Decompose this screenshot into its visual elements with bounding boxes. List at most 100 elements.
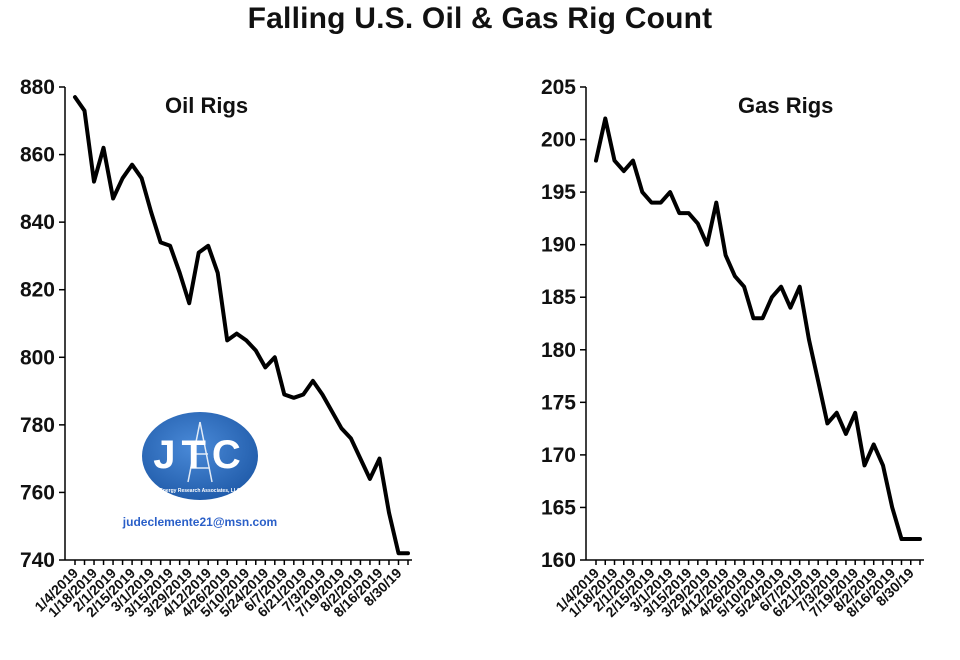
- gas-y-tick-label: 170: [541, 444, 576, 467]
- gas-data-point: [705, 243, 709, 247]
- gas-data-point: [622, 169, 626, 173]
- oil-data-point: [168, 244, 172, 248]
- gas-data-point: [761, 316, 765, 320]
- gas-y-tick-label: 175: [541, 391, 576, 414]
- oil-data-point: [197, 251, 201, 255]
- oil-data-point: [178, 271, 182, 275]
- oil-panel-label: Oil Rigs: [165, 93, 248, 118]
- jtc-logo: JTC Energy Research Associates, LLC jude…: [105, 408, 295, 529]
- oil-data-point: [349, 436, 353, 440]
- oil-data-point: [235, 332, 239, 336]
- oil-data-point: [140, 176, 144, 180]
- gas-data-point: [594, 159, 598, 163]
- gas-y-tick-label: 160: [541, 549, 576, 572]
- oil-data-point: [397, 551, 400, 555]
- oil-data-point: [358, 457, 362, 461]
- page-title: Falling U.S. Oil & Gas Rig Count: [247, 2, 713, 35]
- oil-data-point: [387, 511, 391, 515]
- oil-data-point: [339, 426, 343, 430]
- oil-y-tick-label: 820: [20, 279, 55, 302]
- oil-data-point: [320, 393, 324, 396]
- oil-y-tick-label: 800: [20, 346, 55, 369]
- gas-data-point: [788, 306, 792, 310]
- oil-y-tick-label: 760: [20, 481, 55, 504]
- logo-email: judeclemente21@msn.com: [122, 515, 278, 529]
- gas-data-point: [798, 285, 802, 289]
- gas-data-point: [844, 432, 848, 436]
- oil-data-point: [273, 355, 277, 359]
- gas-data-point: [742, 285, 746, 289]
- oil-data-point: [149, 210, 153, 214]
- oil-data-point: [330, 409, 334, 413]
- gas-data-point: [733, 274, 737, 278]
- logo-initials: JTC: [153, 433, 247, 477]
- oil-data-point: [187, 301, 191, 305]
- gas-y-tick-label: 185: [541, 286, 576, 309]
- oil-data-point: [159, 240, 163, 244]
- gas-data-point: [918, 537, 922, 541]
- gas-data-point: [770, 295, 774, 299]
- oil-data-point: [263, 365, 267, 369]
- gas-data-point: [807, 337, 811, 341]
- oil-data-point: [225, 338, 229, 342]
- oil-y-tick-label: 860: [20, 144, 55, 167]
- gas-data-point: [816, 379, 820, 383]
- gas-data-point: [825, 421, 829, 425]
- gas-panel-label: Gas Rigs: [738, 93, 833, 118]
- oil-data-point: [378, 457, 381, 461]
- oil-rigs-series-line: [73, 95, 410, 556]
- oil-y-tick-label: 880: [20, 76, 55, 99]
- oil-data-point: [83, 109, 86, 113]
- oil-y-tick-label: 740: [20, 549, 55, 572]
- gas-data-point: [603, 117, 607, 120]
- gas-data-point: [881, 463, 885, 467]
- oil-data-point: [102, 146, 105, 150]
- gas-data-point: [872, 442, 876, 446]
- gas-data-point: [687, 211, 691, 215]
- gas-rigs-panel: 1601651701751801851901952002051/4/20191/…: [541, 76, 924, 620]
- oil-y-tick-label: 780: [20, 414, 55, 437]
- gas-data-point: [751, 316, 755, 320]
- oil-data-point: [206, 244, 210, 248]
- gas-data-point: [853, 411, 857, 415]
- gas-data-point: [909, 537, 913, 541]
- oil-data-point: [311, 379, 315, 383]
- oil-data-point: [292, 396, 296, 400]
- oil-data-point: [301, 393, 305, 396]
- gas-data-point: [696, 222, 700, 226]
- gas-data-point: [890, 505, 894, 509]
- gas-data-point: [613, 159, 616, 163]
- oil-data-point: [282, 393, 286, 396]
- gas-data-point: [650, 201, 653, 205]
- oil-rigs-panel: 7407607808008208408608801/4/20191/18/201…: [20, 76, 412, 620]
- gas-y-tick-label: 165: [541, 496, 576, 519]
- oil-data-point: [130, 163, 134, 167]
- gas-y-tick-label: 205: [541, 76, 576, 99]
- jtc-logo-emblem: JTC Energy Research Associates, LLC: [142, 412, 258, 500]
- gas-data-point: [714, 201, 718, 205]
- gas-data-point: [900, 537, 903, 541]
- gas-rigs-series-line: [594, 116, 922, 541]
- gas-data-point: [677, 211, 681, 215]
- gas-data-point: [668, 190, 672, 194]
- gas-data-point: [631, 159, 635, 163]
- gas-data-point: [779, 285, 783, 289]
- oil-data-point: [92, 180, 96, 184]
- oil-data-point: [406, 551, 410, 555]
- gas-y-tick-label: 195: [541, 181, 576, 204]
- oil-data-point: [73, 95, 77, 99]
- oil-data-point: [111, 197, 115, 200]
- oil-y-tick-label: 840: [20, 211, 55, 234]
- gas-data-point: [659, 201, 663, 205]
- gas-data-point: [835, 411, 839, 415]
- gas-data-point: [640, 190, 644, 194]
- gas-data-point: [863, 463, 866, 467]
- oil-data-point: [368, 477, 372, 481]
- oil-data-point: [121, 176, 125, 180]
- oil-data-point: [244, 338, 248, 342]
- logo-company: Energy Research Associates, LLC: [160, 488, 241, 494]
- oil-data-point: [216, 271, 220, 275]
- gas-y-tick-label: 190: [541, 234, 576, 257]
- gas-y-tick-label: 200: [541, 129, 576, 152]
